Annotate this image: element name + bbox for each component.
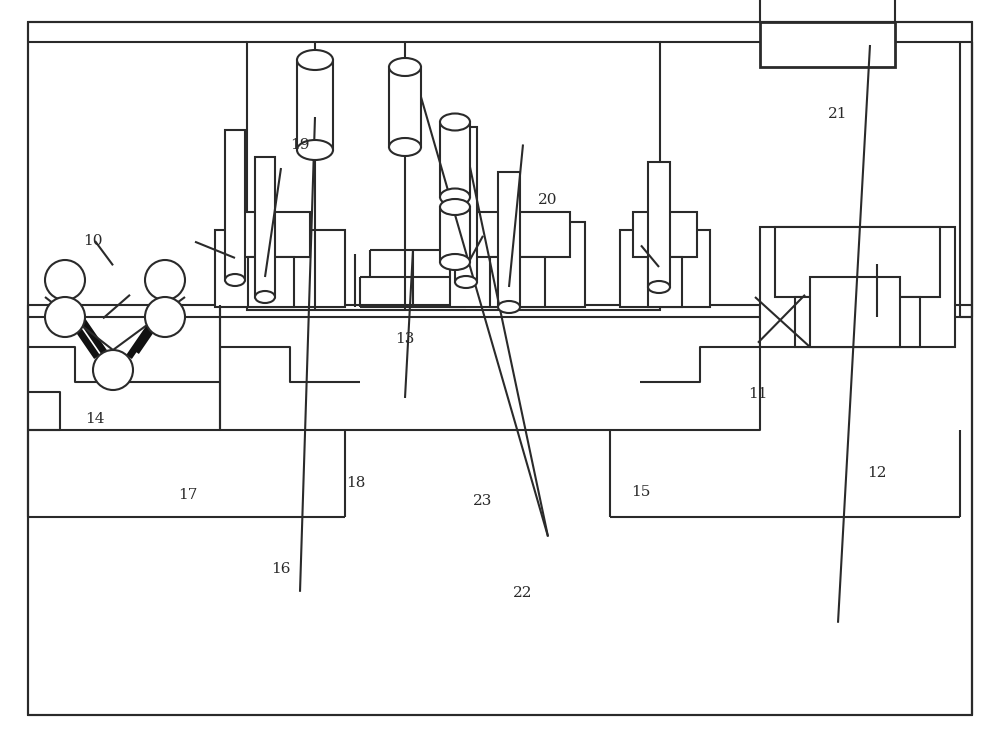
Bar — [440, 207, 470, 262]
Bar — [215, 230, 345, 307]
Circle shape — [145, 260, 185, 300]
Circle shape — [45, 297, 85, 337]
Bar — [389, 67, 421, 147]
Text: 11: 11 — [748, 388, 768, 401]
Text: 18: 18 — [346, 476, 366, 489]
Bar — [775, 227, 940, 297]
Text: 19: 19 — [290, 139, 310, 152]
Text: 17: 17 — [178, 489, 198, 502]
Text: 10: 10 — [83, 234, 103, 248]
Bar — [247, 42, 660, 310]
Text: 16: 16 — [271, 562, 291, 576]
Ellipse shape — [440, 254, 470, 270]
Text: 15: 15 — [631, 485, 651, 498]
Ellipse shape — [389, 138, 421, 156]
Ellipse shape — [455, 276, 477, 288]
Ellipse shape — [225, 274, 245, 286]
Bar — [760, 22, 895, 67]
Text: 20: 20 — [538, 194, 558, 207]
Ellipse shape — [255, 291, 275, 303]
Ellipse shape — [297, 140, 333, 160]
Ellipse shape — [440, 113, 470, 130]
Text: 12: 12 — [867, 467, 887, 480]
Circle shape — [145, 297, 185, 337]
Text: 23: 23 — [473, 495, 493, 508]
Bar — [450, 222, 585, 307]
Bar — [225, 130, 245, 280]
Ellipse shape — [648, 281, 670, 293]
Text: 21: 21 — [828, 108, 848, 121]
Text: 22: 22 — [513, 586, 533, 599]
Ellipse shape — [297, 50, 333, 70]
Ellipse shape — [440, 189, 470, 206]
Text: 14: 14 — [85, 412, 105, 425]
Bar — [440, 122, 470, 197]
Bar — [498, 172, 520, 307]
Bar — [760, 227, 955, 347]
Bar — [255, 157, 275, 297]
Ellipse shape — [498, 301, 520, 313]
Bar — [810, 277, 900, 347]
Bar — [648, 162, 670, 287]
Bar — [648, 257, 682, 307]
Bar — [465, 212, 570, 257]
Bar — [795, 297, 920, 347]
Circle shape — [45, 260, 85, 300]
Ellipse shape — [389, 58, 421, 76]
Bar — [248, 257, 294, 307]
Text: 13: 13 — [395, 332, 415, 346]
Bar — [490, 257, 545, 307]
Bar — [232, 212, 310, 257]
Bar — [633, 212, 697, 257]
Bar — [455, 127, 477, 282]
Circle shape — [93, 350, 133, 390]
Ellipse shape — [440, 199, 470, 215]
Bar — [620, 230, 710, 307]
Bar — [297, 60, 333, 150]
